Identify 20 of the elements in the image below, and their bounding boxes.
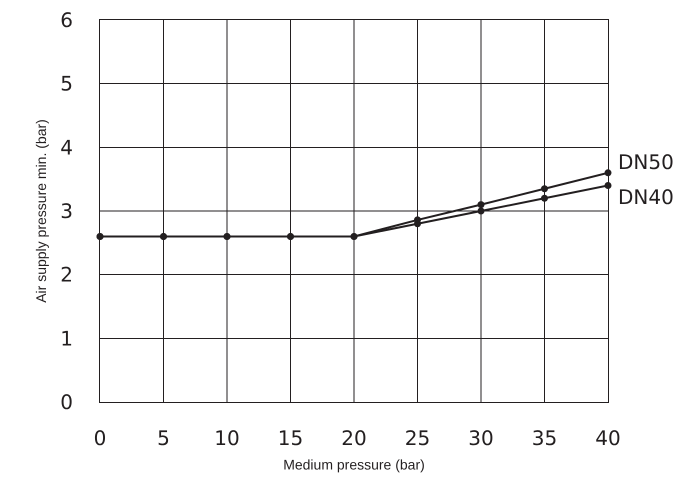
x-tick-label: 15 [278, 426, 304, 450]
y-tick-label: 3 [60, 199, 73, 223]
series-label: DN40 [618, 185, 674, 209]
x-tick-label: 25 [404, 426, 430, 450]
x-tick-label: 35 [532, 426, 558, 450]
y-tick-label: 1 [60, 326, 73, 350]
y-tick-label: 4 [60, 135, 73, 160]
x-tick-label: 0 [94, 426, 106, 450]
series-label: DN50 [618, 150, 674, 174]
x-tick-label: 10 [214, 426, 240, 450]
y-tick-label: 6 [60, 8, 73, 32]
x-tick-label: 30 [468, 426, 494, 450]
y-tick-label: 5 [60, 72, 73, 96]
y-tick-label: 0 [60, 390, 73, 414]
x-tick-label: 5 [157, 426, 170, 450]
y-tick-label: 2 [60, 262, 73, 287]
x-tick-label: 40 [595, 426, 621, 450]
y-axis-title: Air supply pressure min. (bar) [32, 119, 49, 303]
x-tick-label: 20 [341, 426, 367, 450]
x-axis-title: Medium pressure (bar) [283, 456, 425, 472]
